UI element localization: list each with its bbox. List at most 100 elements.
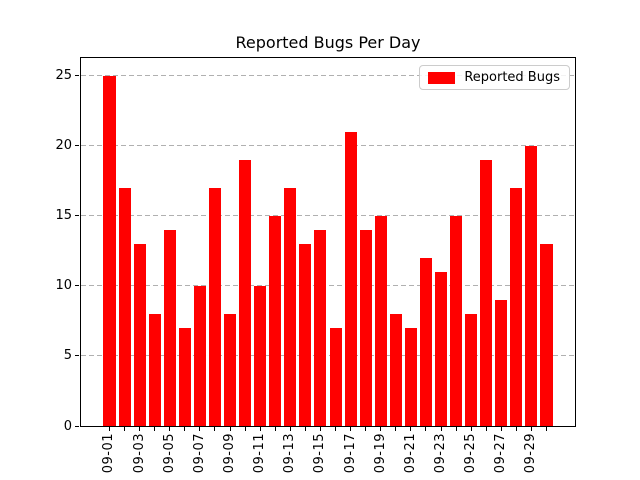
bars-layer (81, 58, 575, 426)
bar-09-10 (239, 159, 252, 426)
x-tick-mark (515, 427, 517, 431)
x-tick-mark (319, 427, 321, 431)
bar-09-08 (208, 187, 221, 426)
y-tick-label: 20 (55, 138, 72, 154)
bar-09-16 (329, 327, 342, 426)
y-tick-mark (75, 425, 79, 427)
x-tick-label: 09-03 (131, 433, 147, 474)
gridlines-layer (81, 58, 575, 426)
chart-title: Reported Bugs Per Day (235, 33, 421, 52)
bar-09-19 (374, 215, 387, 426)
x-tick-label: 09-27 (493, 433, 509, 474)
x-tick-label: 09-25 (463, 433, 479, 474)
bar-09-11 (254, 285, 267, 426)
bar-09-07 (193, 285, 206, 426)
x-tick-mark (199, 427, 201, 431)
bar-09-25 (465, 313, 478, 426)
x-tick-mark (214, 427, 216, 431)
x-tick-mark (455, 427, 457, 431)
bar-09-28 (510, 187, 523, 426)
x-tick-mark (365, 427, 367, 431)
gridline (81, 285, 575, 287)
bar-09-02 (118, 187, 131, 426)
bar-09-05 (163, 229, 176, 426)
x-tick-mark (395, 427, 397, 431)
x-tick-mark (530, 427, 532, 431)
y-tick-label: 10 (55, 278, 72, 294)
bar-09-30 (540, 243, 553, 426)
x-tick-mark (108, 427, 110, 431)
gridline (81, 145, 575, 147)
x-tick-mark (380, 427, 382, 431)
bar-09-14 (299, 243, 312, 426)
x-tick-mark (304, 427, 306, 431)
y-tick-mark (75, 75, 79, 77)
x-tick-mark (139, 427, 141, 431)
legend: Reported Bugs (419, 65, 570, 90)
y-tick-label: 15 (55, 208, 72, 224)
gridline (81, 75, 575, 77)
x-tick-label: 09-15 (312, 433, 328, 474)
x-tick-label: 09-11 (252, 433, 268, 474)
x-tick-label: 09-01 (101, 433, 117, 474)
x-tick-label: 09-17 (342, 433, 358, 474)
x-tick-mark (274, 427, 276, 431)
bar-09-29 (525, 145, 538, 426)
x-tick-label: 09-09 (222, 433, 238, 474)
x-tick-mark (470, 427, 472, 431)
bar-09-22 (419, 257, 432, 426)
x-tick-mark (154, 427, 156, 431)
bar-09-17 (344, 131, 357, 426)
bar-09-13 (284, 187, 297, 426)
bar-09-23 (434, 271, 448, 426)
plot-area: Reported Bugs (80, 57, 576, 427)
legend-label: Reported Bugs (464, 70, 560, 85)
legend-swatch (428, 71, 456, 84)
y-tick-label: 0 (63, 418, 72, 434)
bar-09-09 (224, 313, 237, 426)
x-tick-mark (244, 427, 246, 431)
x-tick-mark (289, 427, 291, 431)
x-tick-label: 09-13 (282, 433, 298, 474)
x-tick-mark (546, 427, 548, 431)
x-tick-label: 09-05 (161, 433, 177, 474)
x-tick-label: 09-21 (402, 433, 418, 474)
x-tick-mark (229, 427, 231, 431)
y-tick-mark (75, 285, 79, 287)
y-tick-mark (75, 355, 79, 357)
bar-09-06 (178, 327, 191, 426)
x-tick-mark (410, 427, 412, 431)
x-tick-label: 09-23 (433, 433, 449, 474)
x-tick-label: 09-29 (523, 433, 539, 474)
y-tick-mark (75, 145, 79, 147)
bar-09-04 (148, 313, 161, 426)
x-tick-mark (184, 427, 186, 431)
bar-09-15 (314, 229, 327, 426)
x-tick-mark (425, 427, 427, 431)
x-tick-mark (124, 427, 126, 431)
x-tick-mark (485, 427, 487, 431)
gridline (81, 355, 575, 357)
x-tick-mark (259, 427, 261, 431)
bar-09-03 (133, 243, 146, 426)
gridline (81, 215, 575, 217)
x-tick-mark (440, 427, 442, 431)
x-tick-mark (350, 427, 352, 431)
y-tick-label: 25 (55, 68, 72, 84)
x-tick-mark (169, 427, 171, 431)
bar-09-21 (404, 327, 417, 426)
x-tick-label: 09-19 (372, 433, 388, 474)
y-tick-label: 5 (63, 348, 72, 364)
y-tick-mark (75, 215, 79, 217)
x-tick-mark (500, 427, 502, 431)
bar-09-26 (480, 159, 493, 426)
bar-09-24 (450, 215, 463, 426)
x-tick-label: 09-07 (191, 433, 207, 474)
bar-09-01 (103, 75, 116, 426)
x-tick-mark (335, 427, 337, 431)
bar-09-20 (389, 313, 402, 426)
bar-09-18 (359, 229, 372, 426)
bar-09-27 (495, 299, 508, 426)
bar-09-12 (269, 215, 282, 426)
